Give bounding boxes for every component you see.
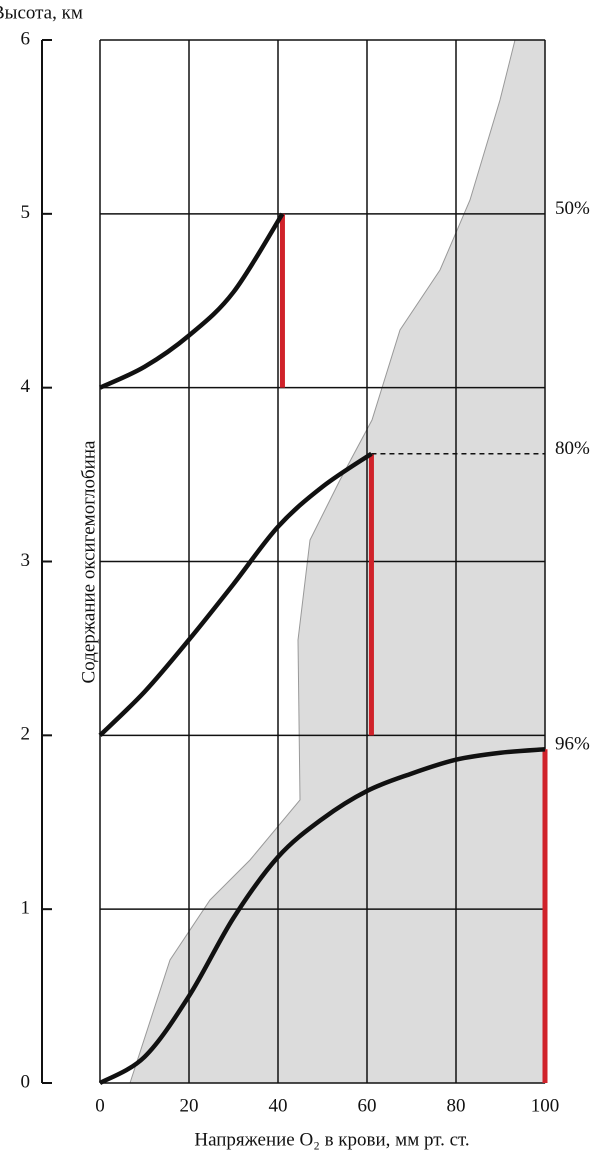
curve [99,212,285,390]
curve [98,451,373,737]
y-tick-label: 6 [21,28,31,49]
curve [98,746,546,1085]
x-tick-label: 100 [531,1095,560,1116]
curve-label: 80% [555,438,590,459]
y-tick-label: 3 [21,550,31,571]
curve-label: 96% [555,734,590,755]
x-axis-label: Напряжение O₂ в крови, мм рт. ст. [194,1129,469,1150]
annotation: Содержание оксигемоглобина [78,440,99,683]
y-tick-label: 1 [21,898,31,919]
x-tick-label: 60 [358,1095,377,1116]
y-tick-label: 2 [21,724,31,745]
y-tick-label: 5 [21,202,31,223]
x-tick-label: 40 [269,1095,288,1116]
y-tick-label: 4 [21,376,31,397]
x-tick-label: 20 [180,1095,199,1116]
x-tick-label: 80 [447,1095,466,1116]
curve-label: 50% [555,198,590,219]
y-axis-label: Высота, км [0,2,83,23]
y-tick-label: 0 [21,1071,31,1092]
x-tick-label: 0 [95,1095,105,1116]
